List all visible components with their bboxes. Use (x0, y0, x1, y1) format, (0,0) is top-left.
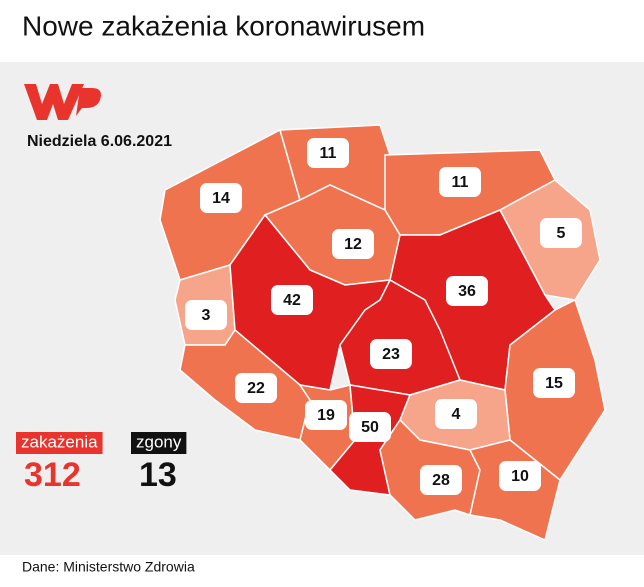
region-labels: 14 11 11 5 12 3 42 36 23 15 22 19 50 4 28 10 (185, 138, 582, 495)
label-box (540, 218, 582, 248)
total-label-bg (131, 432, 187, 454)
label-box (305, 400, 347, 430)
total-value: 312 (24, 456, 81, 494)
region-value: 14 (212, 190, 230, 207)
region-value: 5 (557, 225, 566, 242)
label-box (307, 138, 349, 168)
label-box (235, 373, 277, 403)
source: Dane: Ministerstwo Zdrowia (22, 559, 195, 575)
total-label: zgony (136, 432, 182, 451)
region-value: 15 (545, 375, 563, 392)
label-box (435, 399, 477, 429)
region-value: 22 (247, 380, 265, 397)
logo-w (24, 84, 84, 120)
region-value: 42 (283, 292, 301, 309)
label-box (271, 285, 313, 315)
label-box (185, 300, 227, 330)
logo (24, 84, 101, 120)
label-box (533, 368, 575, 398)
region-value: 23 (382, 346, 400, 363)
title: Nowe zakażenia koronawirusem (22, 10, 425, 41)
region-value: 12 (344, 236, 362, 253)
region-value: 36 (458, 283, 476, 300)
total-label-bg (16, 432, 103, 454)
region-value: 50 (361, 419, 379, 436)
label-box (349, 412, 391, 442)
region-value: 11 (320, 145, 337, 162)
total-value: 13 (139, 456, 177, 494)
region-value: 4 (452, 406, 461, 423)
region-value: 3 (202, 307, 211, 324)
logo-p (76, 88, 101, 116)
label-box (200, 183, 242, 213)
label-box (439, 167, 481, 197)
totals: zakażenia 312 zgony 13 (16, 432, 187, 494)
region-value: 28 (432, 472, 450, 489)
label-box (499, 461, 541, 491)
date: Niedziela 6.06.2021 (27, 133, 172, 150)
region-value: 10 (511, 468, 529, 485)
region-value: 19 (317, 407, 335, 424)
total-label: zakażenia (21, 432, 98, 451)
label-box (446, 276, 488, 306)
region-value: 11 (452, 174, 469, 191)
label-box (420, 465, 462, 495)
label-box (370, 339, 412, 369)
label-box (332, 229, 374, 259)
